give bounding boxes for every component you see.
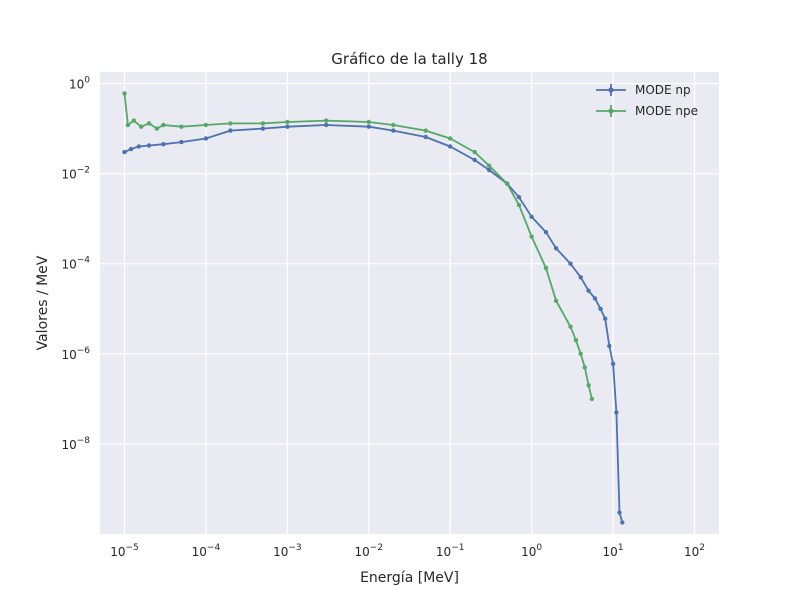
legend-marker [608,108,614,114]
data-point [391,122,396,128]
data-point [423,128,428,133]
y-tick-label: 100 [69,76,90,92]
data-point [285,119,290,125]
data-point [607,343,612,349]
series-mode-npe [122,91,595,402]
data-point [553,298,559,303]
data-point [543,230,549,235]
data-point [568,324,573,329]
data-point [589,396,595,402]
chart-title: Gráfico de la tally 18 [331,50,487,68]
data-point [598,306,603,311]
legend: MODE np MODE npe [596,83,698,118]
data-point [146,143,152,148]
series-layer [122,91,625,525]
data-point [161,122,166,128]
data-point [543,265,549,271]
y-axis-label: Valores / MeV [35,255,51,350]
data-point [504,181,510,186]
data-point [122,91,127,96]
data-point [529,234,534,239]
data-point [228,128,233,133]
data-point [448,144,453,149]
data-point [138,124,144,129]
data-point [568,261,573,266]
data-point [391,128,396,133]
data-point [423,134,428,140]
data-point [617,510,622,515]
data-point [203,136,209,141]
data-point [448,136,453,141]
y-tick-label: 10−4 [61,256,90,272]
data-point [146,121,152,126]
data-point [592,296,598,301]
data-point [516,202,522,208]
data-point [529,214,534,219]
data-point [366,124,371,129]
data-point [161,142,166,147]
data-point [486,167,492,173]
plot-area [100,72,719,534]
data-point [122,149,127,155]
data-point [131,118,136,123]
legend-item: MODE np [596,83,691,97]
x-tick-label: 102 [684,543,705,559]
data-point [136,144,141,149]
legend-label: MODE np [635,83,691,97]
data-point [582,365,587,370]
data-point [578,351,583,356]
y-tick-label: 10−8 [61,436,90,452]
data-point [285,124,290,129]
x-tick-label: 101 [603,543,624,559]
data-point [472,157,477,163]
data-point [603,316,608,321]
data-point [260,121,266,126]
data-point [610,361,616,366]
data-point [154,126,160,131]
x-tick-label: 10−3 [273,543,302,559]
data-point [125,122,131,128]
data-point [203,122,209,128]
data-point [179,139,184,145]
x-tick-label: 100 [521,543,542,559]
data-point [260,126,266,131]
x-tick-label: 10−1 [436,543,465,559]
data-point [573,338,579,343]
data-point [324,118,329,123]
y-tick-label: 10−2 [61,166,90,182]
grid-lines [100,72,719,534]
data-point [179,124,184,129]
x-tick-label: 10−4 [192,543,221,559]
data-point [486,163,492,168]
data-point [553,246,559,251]
data-point [614,410,619,415]
x-tick-label: 10−5 [110,543,139,559]
y-tick-labels: 10−8 10−6 10−4 10−2 100 [61,76,90,452]
data-point [324,122,329,128]
legend-label: MODE npe [635,104,698,118]
data-point [366,119,371,125]
y-tick-label: 10−6 [61,346,90,362]
x-axis-label: Energía [MeV] [360,570,459,586]
legend-item: MODE npe [596,104,698,118]
data-point [586,288,591,293]
x-tick-label: 10−2 [355,543,384,559]
data-point [586,383,591,388]
data-point [228,121,233,126]
data-point [128,146,134,152]
x-tick-labels: 10−5 10−4 10−3 10−2 10−1 100 101 102 [110,543,705,559]
data-point [620,520,625,525]
data-point [578,275,583,280]
data-point [472,149,477,155]
legend-marker [608,87,614,93]
data-point [516,195,522,200]
